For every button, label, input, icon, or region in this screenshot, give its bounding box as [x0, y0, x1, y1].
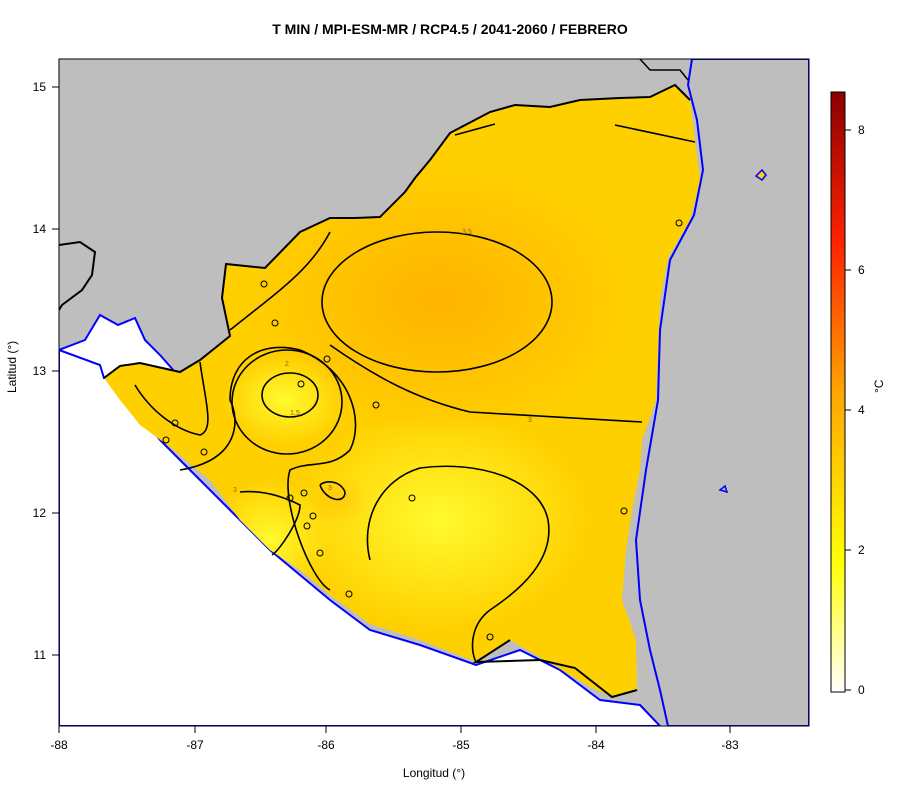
- colorbar-unit: °C: [872, 379, 886, 393]
- costa-rica-border: [472, 639, 638, 699]
- station-markers: [162, 219, 683, 641]
- contour-label: 3: [328, 485, 332, 492]
- east-outside: [634, 59, 809, 726]
- contour-label: 1.5: [290, 410, 300, 417]
- x-tick-label: -84: [587, 738, 605, 752]
- contour-label: 3.5: [462, 229, 472, 236]
- x-tick-label: -87: [186, 738, 204, 752]
- y-axis-label: Latitud (°): [5, 340, 19, 393]
- contour-label: 3: [233, 487, 237, 494]
- map-title: T MIN / MPI-ESM-MR / RCP4.5 / 2041-2060 …: [272, 21, 628, 37]
- x-tick-label: -83: [721, 738, 739, 752]
- colorbar-tick-label: 4: [858, 403, 865, 417]
- x-axis-label: Longitud (°): [402, 766, 466, 780]
- honduras-border: [103, 83, 691, 379]
- gulf-of-fonseca: [59, 313, 178, 380]
- x-tick-label: -88: [50, 738, 68, 752]
- colorbar: [830, 91, 846, 693]
- contour-label: 3: [528, 417, 532, 424]
- honduras-border-west: [59, 240, 97, 311]
- y-tick-label: 11: [34, 648, 47, 662]
- colorbar-tick-label: 2: [858, 543, 865, 557]
- x-tick-label: -85: [452, 738, 470, 752]
- contour-label: 2: [285, 361, 289, 368]
- y-tick-label: 14: [33, 222, 47, 236]
- y-tick-label: 12: [33, 506, 47, 520]
- x-tick-label: -86: [317, 738, 335, 752]
- y-tick-label: 13: [33, 364, 47, 378]
- plot-frame: [58, 58, 810, 727]
- y-tick-label: 15: [33, 80, 47, 94]
- contour-lines: [134, 123, 696, 663]
- colorbar-tick-label: 6: [858, 263, 865, 277]
- colorbar-tick-label: 0: [858, 683, 865, 697]
- colorbar-tick-label: 8: [858, 123, 865, 137]
